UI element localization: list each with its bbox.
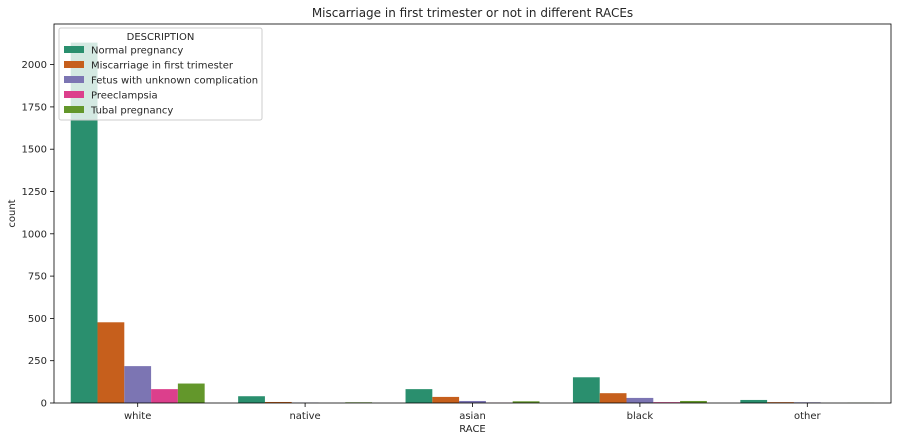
bar-black-series-0 — [572, 377, 600, 403]
y-tick-label: 500 — [28, 314, 47, 325]
bar-black-series-2 — [626, 397, 654, 403]
bar-black-series-3 — [653, 402, 681, 403]
legend-label: Normal pregnancy — [91, 46, 183, 57]
legend-label: Fetus with unknown complication — [91, 76, 258, 87]
x-tick-label-black: black — [627, 411, 654, 422]
legend-swatch — [64, 91, 84, 98]
bar-other-series-1 — [767, 402, 794, 403]
y-tick-label: 1500 — [22, 145, 47, 156]
x-axis-label: RACE — [459, 424, 486, 435]
y-tick-label: 750 — [28, 272, 47, 283]
chart-title: Miscarriage in first trimester or not in… — [312, 6, 633, 20]
legend-label: Miscarriage in first trimester — [91, 61, 234, 72]
bar-black-series-1 — [599, 393, 627, 403]
x-tick-label-other: other — [794, 411, 822, 422]
legend-items: Normal pregnancy Miscarriage in first tri… — [64, 46, 258, 117]
bar-asian-series-4 — [512, 401, 540, 403]
legend-swatch — [64, 106, 84, 113]
bar-other-series-0 — [740, 399, 768, 403]
axes-layer: 0 250 500 750 1000 1250 1500 1750 2000 white nativ… — [22, 23, 892, 422]
bar-native-series-0 — [238, 396, 265, 403]
y-tick-label: 250 — [28, 356, 47, 367]
y-tick-label: 1250 — [22, 187, 47, 198]
legend-label: Tubal pregnancy — [90, 106, 173, 117]
y-axis-label: count — [7, 199, 18, 227]
y-tick-label: 1000 — [22, 229, 47, 240]
x-tick-label-native: native — [289, 411, 320, 422]
legend-swatch — [64, 61, 84, 68]
bar-asian-series-0 — [405, 389, 433, 403]
bar-native-series-1 — [264, 401, 292, 403]
x-tick-label-asian: asian — [459, 411, 486, 422]
bar-asian-series-1 — [432, 396, 460, 403]
bar-black-series-4 — [680, 400, 707, 403]
bar-white-series-3 — [151, 389, 178, 403]
legend: DESCRIPTION Normal pregnancy Miscarriage … — [58, 27, 263, 121]
bar-white-series-2 — [124, 366, 152, 403]
legend-box — [58, 27, 263, 121]
y-tick-label: 2000 — [22, 60, 47, 71]
legend-swatch — [64, 76, 84, 83]
legend-title: DESCRIPTION — [127, 32, 195, 43]
y-tick-label: 0 — [41, 399, 47, 410]
x-tick-label-white: white — [124, 411, 151, 422]
bar-white-series-1 — [97, 322, 125, 403]
legend-swatch — [64, 46, 84, 53]
bar-white-series-4 — [177, 383, 205, 403]
y-tick-label: 1750 — [22, 102, 47, 113]
legend-label: Preeclampsia — [91, 91, 158, 102]
bar-asian-series-2 — [459, 400, 486, 403]
